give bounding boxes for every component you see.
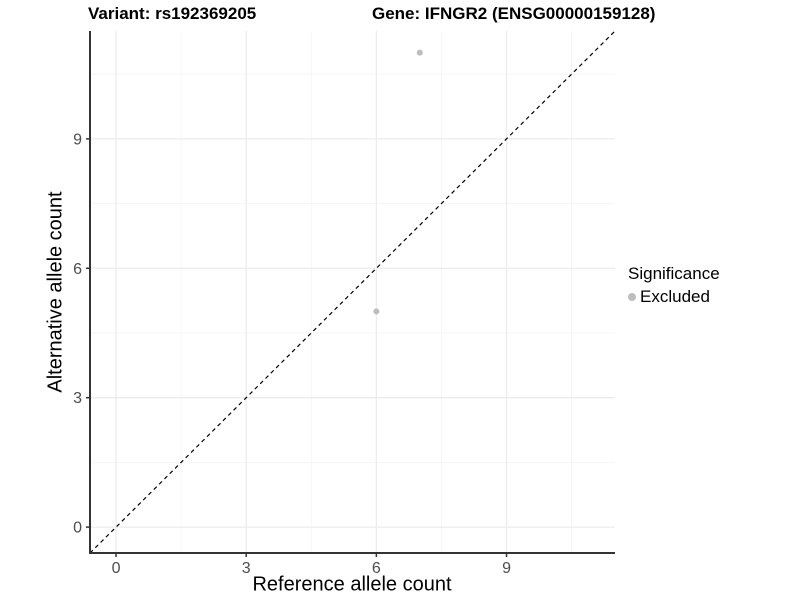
legend: Significance Excluded [628,264,720,307]
legend-item-label: Excluded [640,287,710,306]
x-axis-title: Reference allele count [252,573,452,596]
excluded-point-icon [628,293,636,301]
gene-title: Gene: IFNGR2 (ENSG00000159128) [372,4,656,23]
legend-item-excluded: Excluded [628,287,720,307]
y-axis-title: Alternative allele count [44,191,67,393]
data-point [416,49,423,56]
data-point [373,308,380,315]
x-tick-label: 9 [502,560,511,577]
x-tick-label: 6 [372,560,381,577]
x-tick-label: 0 [112,560,121,577]
variant-title: Variant: rs192369205 [88,4,257,23]
y-tick-label: 3 [73,390,82,407]
y-tick-label: 6 [73,261,82,278]
x-tick-label: 3 [242,560,251,577]
identity-line [89,30,616,554]
y-tick-label: 9 [73,131,82,148]
y-tick-label: 0 [73,520,82,537]
legend-title: Significance [628,264,720,283]
